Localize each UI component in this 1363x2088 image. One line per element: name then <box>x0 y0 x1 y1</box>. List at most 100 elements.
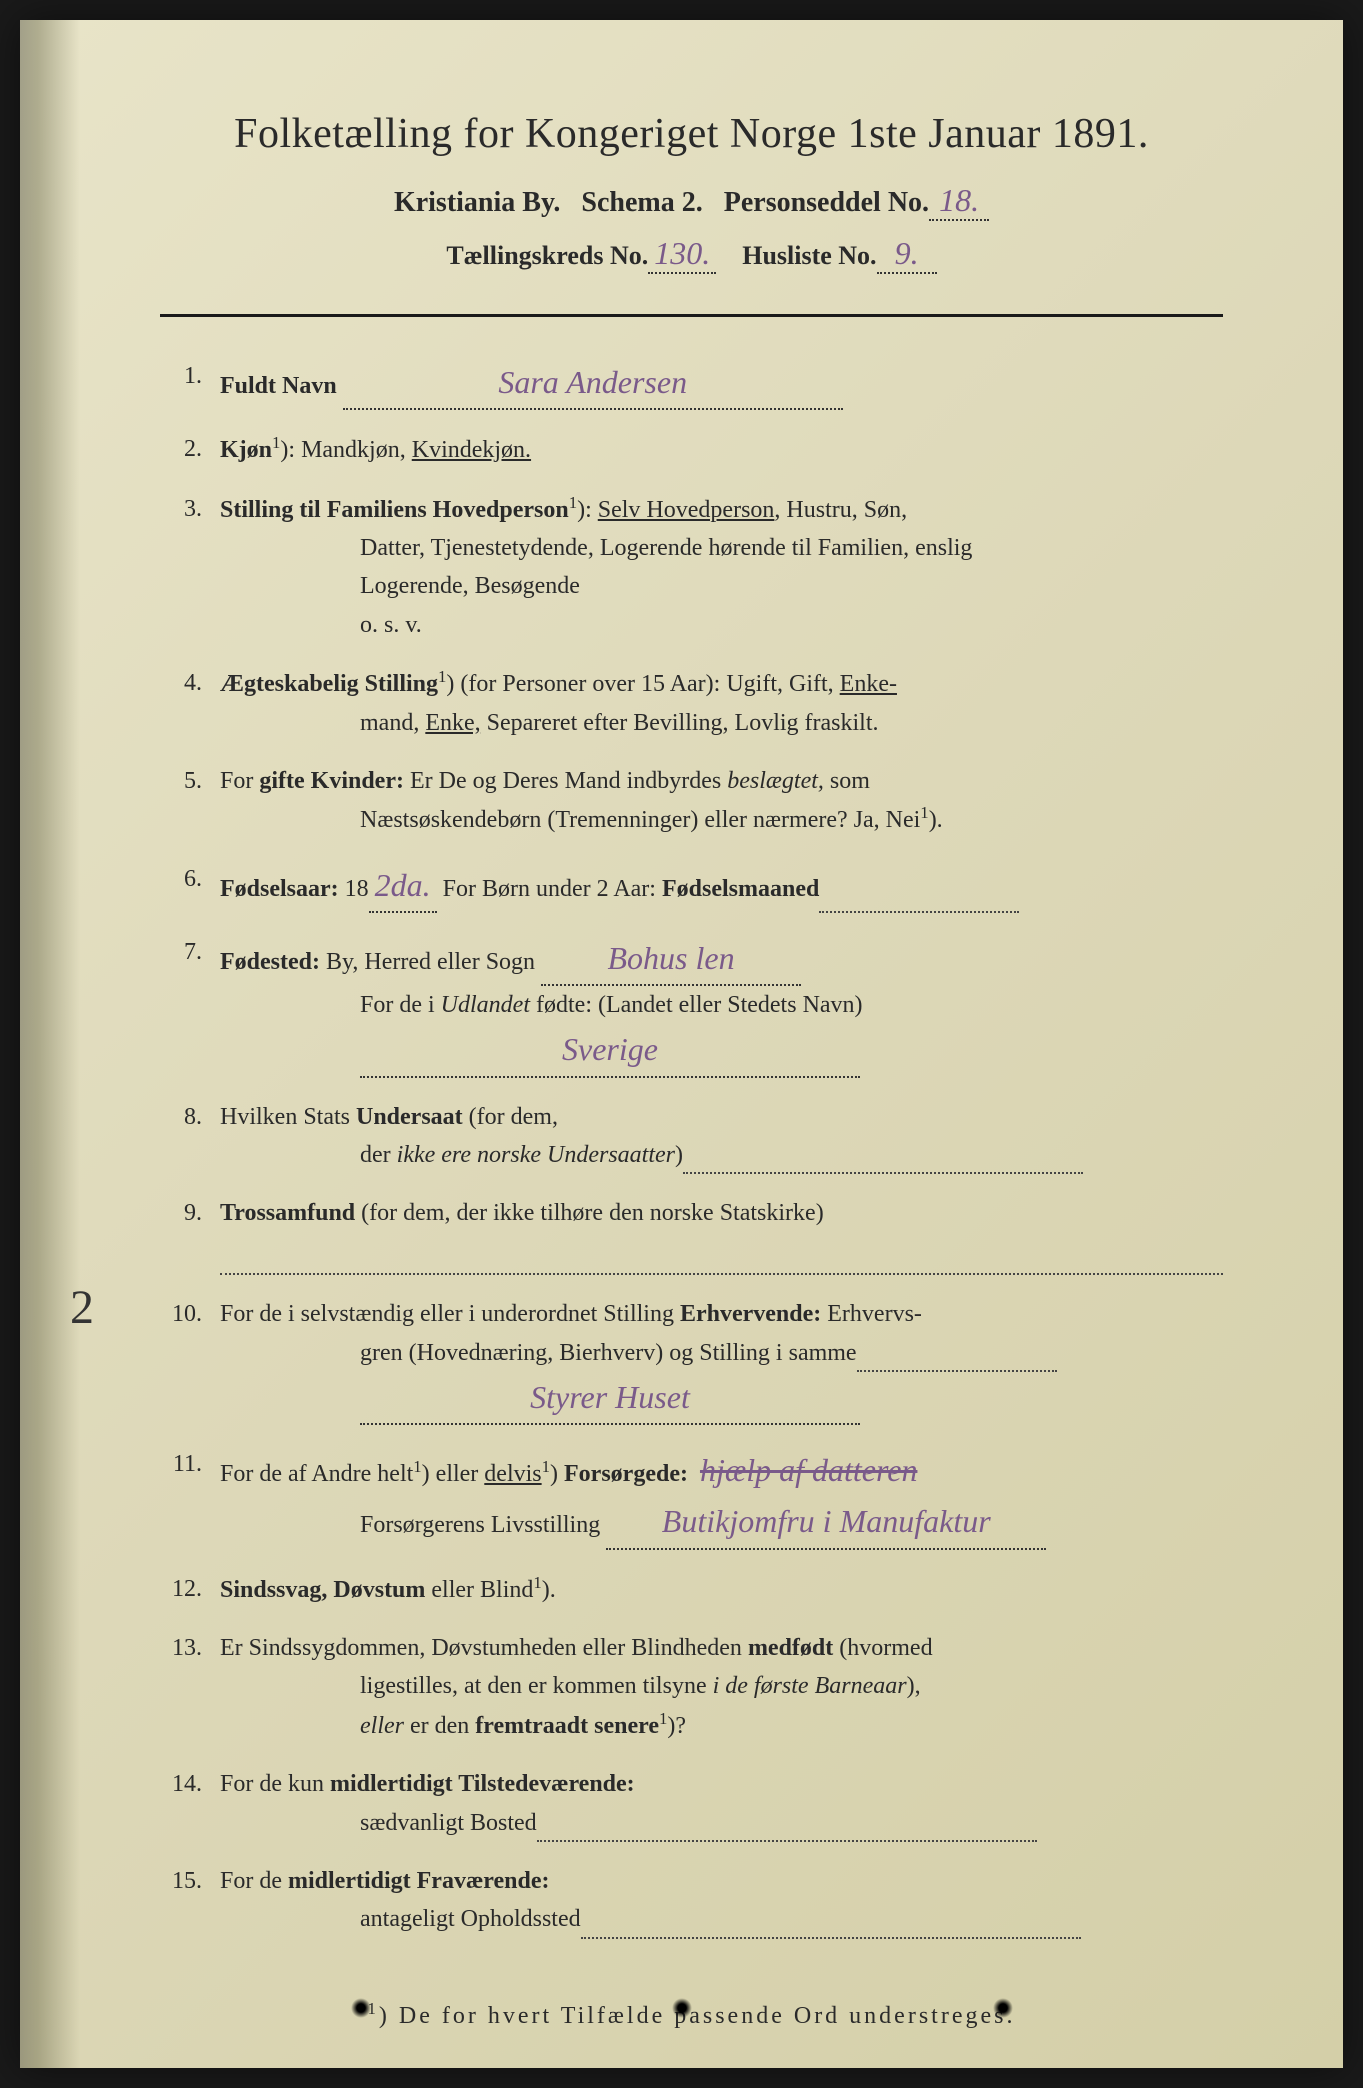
item-content: For gifte Kvinder: Er De og Deres Mand i… <box>220 762 1223 840</box>
hole-icon <box>672 1998 692 2018</box>
personseddel-value: 18. <box>929 182 989 221</box>
provider-occupation: Butikjomfru i Manufaktur <box>606 1496 1046 1549</box>
field-label: Fødested: <box>220 949 320 975</box>
cont-line: Styrer Huset <box>220 1372 1223 1425</box>
cont-line: gren (Hovednæring, Bierhverv) og Stillin… <box>220 1334 1223 1372</box>
cont-line: Sverige <box>220 1024 1223 1077</box>
field-label: Fødselsmaaned <box>662 876 819 902</box>
field-text: Hvilken Stats <box>220 1104 356 1130</box>
field-label: medfødt <box>748 1635 833 1661</box>
taellingskreds-label: Tællingskreds No. <box>446 241 648 270</box>
footnote-sup: 1 <box>569 493 577 512</box>
form-title: Folketælling for Kongeriget Norge 1ste J… <box>160 110 1223 158</box>
personseddel-label: Personseddel No. <box>724 187 929 218</box>
husliste-value: 9. <box>877 235 937 274</box>
field-label: Sindssvag, Døvstum <box>220 1577 425 1603</box>
field-text: ). <box>542 1577 556 1603</box>
field-label: Trossamfund <box>220 1200 355 1226</box>
field-label: Fuldt Navn <box>220 373 337 399</box>
husliste-label: Husliste No. <box>742 241 876 270</box>
field-text: Er Sindssygdommen, Døvstumheden eller Bl… <box>220 1635 748 1661</box>
item-content: For de i selvstændig eller i underordnet… <box>220 1295 1223 1425</box>
item-9: 9. Trossamfund (for dem, der ikke tilhør… <box>160 1194 1223 1275</box>
field-label: midlertidigt Fraværende: <box>288 1868 550 1894</box>
item-8: 8. Hvilken Stats Undersaat (for dem, der… <box>160 1098 1223 1175</box>
item-content: Er Sindssygdommen, Døvstumheden eller Bl… <box>220 1629 1223 1745</box>
field-label: Forsørgede: <box>564 1461 688 1487</box>
field-text: (for dem, <box>463 1104 558 1130</box>
item-num: 3. <box>160 490 220 645</box>
item-content: For de kun midlertidigt Tilstedeværende:… <box>220 1765 1223 1842</box>
cont-line: der ikke ere norske Undersaatter) <box>220 1136 1223 1174</box>
field-text: For de <box>220 1868 288 1894</box>
field-text: som <box>824 768 870 794</box>
binding-holes <box>20 1998 1343 2018</box>
field-label: Ægteskabelig Stilling <box>220 671 438 697</box>
selected-option: Enke- <box>840 671 897 697</box>
empty-fill <box>857 1343 1057 1372</box>
margin-annotation: 2 <box>70 1280 94 1335</box>
empty-fill <box>819 884 1019 913</box>
italic-text: beslægtet, <box>727 768 824 794</box>
field-text: Er De og Deres Mand indbyrdes <box>404 768 727 794</box>
item-content: Fødselsaar: 182da. For Børn under 2 Aar:… <box>220 860 1223 913</box>
cont-line: mand, Enke, Separeret efter Bevilling, L… <box>220 704 1223 742</box>
selected-option: Selv Hovedperson <box>598 497 775 523</box>
item-num: 15. <box>160 1862 220 1939</box>
item-num: 7. <box>160 933 220 1078</box>
item-num: 10. <box>160 1295 220 1425</box>
cont-line: eller er den fremtraadt senere1)? <box>220 1706 1223 1745</box>
selected-option: delvis <box>484 1461 541 1487</box>
item-15: 15. For de midlertidigt Fraværende: anta… <box>160 1862 1223 1939</box>
birthplace-value: Bohus len <box>541 933 801 986</box>
item-content: Fødested: By, Herred eller Sogn Bohus le… <box>220 933 1223 1078</box>
field-text: ) eller <box>422 1461 485 1487</box>
field-label: Fødselsaar: <box>220 876 339 902</box>
country-value: Sverige <box>360 1024 860 1077</box>
item-12: 12. Sindssvag, Døvstum eller Blind1). <box>160 1570 1223 1609</box>
item-num: 1. <box>160 357 220 410</box>
cont-line: Næstsøskendebørn (Tremenninger) eller næ… <box>220 800 1223 839</box>
empty-fill <box>220 1237 1223 1275</box>
item-num: 14. <box>160 1765 220 1842</box>
occupation-value: Styrer Huset <box>360 1372 860 1425</box>
census-form-page: 2 Folketælling for Kongeriget Norge 1ste… <box>20 20 1343 2068</box>
field-text: For Børn under 2 Aar: <box>443 876 662 902</box>
field-label: Undersaat <box>356 1104 463 1130</box>
cont-line: Logerende, Besøgende <box>220 567 1223 605</box>
cont-line: sædvanligt Bosted <box>220 1804 1223 1842</box>
field-text: (for dem, der ikke tilhøre den norske St… <box>355 1200 824 1226</box>
city-label: Kristiania By. <box>394 187 560 218</box>
item-num: 6. <box>160 860 220 913</box>
footnote-sup: 1 <box>533 1573 541 1592</box>
item-num: 9. <box>160 1194 220 1275</box>
name-value: Sara Andersen <box>343 357 843 410</box>
field-text: ) (for Personer over 15 Aar): Ugift, Gif… <box>446 671 839 697</box>
empty-fill <box>683 1146 1083 1175</box>
item-num: 4. <box>160 664 220 742</box>
item-content: Trossamfund (for dem, der ikke tilhøre d… <box>220 1194 1223 1275</box>
item-num: 2. <box>160 430 220 469</box>
cont-line: For de i Udlandet fødte: (Landet eller S… <box>220 986 1223 1024</box>
item-6: 6. Fødselsaar: 182da. For Børn under 2 A… <box>160 860 1223 913</box>
cont-line: Forsørgerens Livsstilling Butikjomfru i … <box>220 1496 1223 1549</box>
year-prefix: 18 <box>339 876 369 902</box>
item-4: 4. Ægteskabelig Stilling1) (for Personer… <box>160 664 1223 742</box>
item-3: 3. Stilling til Familiens Hovedperson1):… <box>160 490 1223 645</box>
field-label: Stilling til Familiens Hovedperson <box>220 497 569 523</box>
hole-icon <box>993 1998 1013 2018</box>
subtitle-row-2: Tællingskreds No.130. Husliste No.9. <box>160 235 1223 274</box>
item-num: 13. <box>160 1629 220 1745</box>
header-divider <box>160 314 1223 317</box>
field-label: Erhvervende: <box>680 1301 821 1327</box>
footnote-sup: 1 <box>413 1457 421 1476</box>
item-content: Fuldt Navn Sara Andersen <box>220 357 1223 410</box>
field-text: For de af Andre helt <box>220 1461 413 1487</box>
cont-line: Datter, Tjenestetydende, Logerende høren… <box>220 529 1223 567</box>
field-text: For de kun <box>220 1771 330 1797</box>
field-label: midlertidigt Tilstedeværende: <box>330 1771 635 1797</box>
item-content: For de midlertidigt Fraværende: antageli… <box>220 1862 1223 1939</box>
field-label: Kjøn <box>220 437 272 463</box>
cont-line: ligestilles, at den er kommen tilsyne i … <box>220 1667 1223 1705</box>
subtitle-row-1: Kristiania By. Schema 2. Personseddel No… <box>160 182 1223 221</box>
